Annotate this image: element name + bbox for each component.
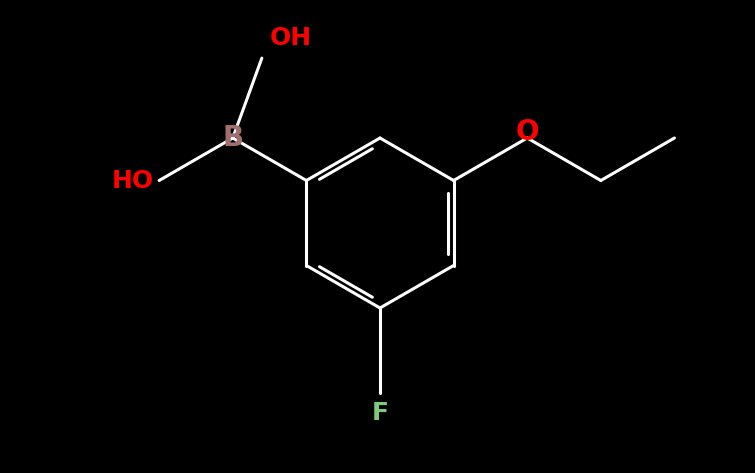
Text: OH: OH <box>270 26 312 50</box>
Text: B: B <box>222 124 243 152</box>
Text: HO: HO <box>112 168 154 193</box>
Text: O: O <box>516 118 539 146</box>
Text: F: F <box>371 401 389 425</box>
